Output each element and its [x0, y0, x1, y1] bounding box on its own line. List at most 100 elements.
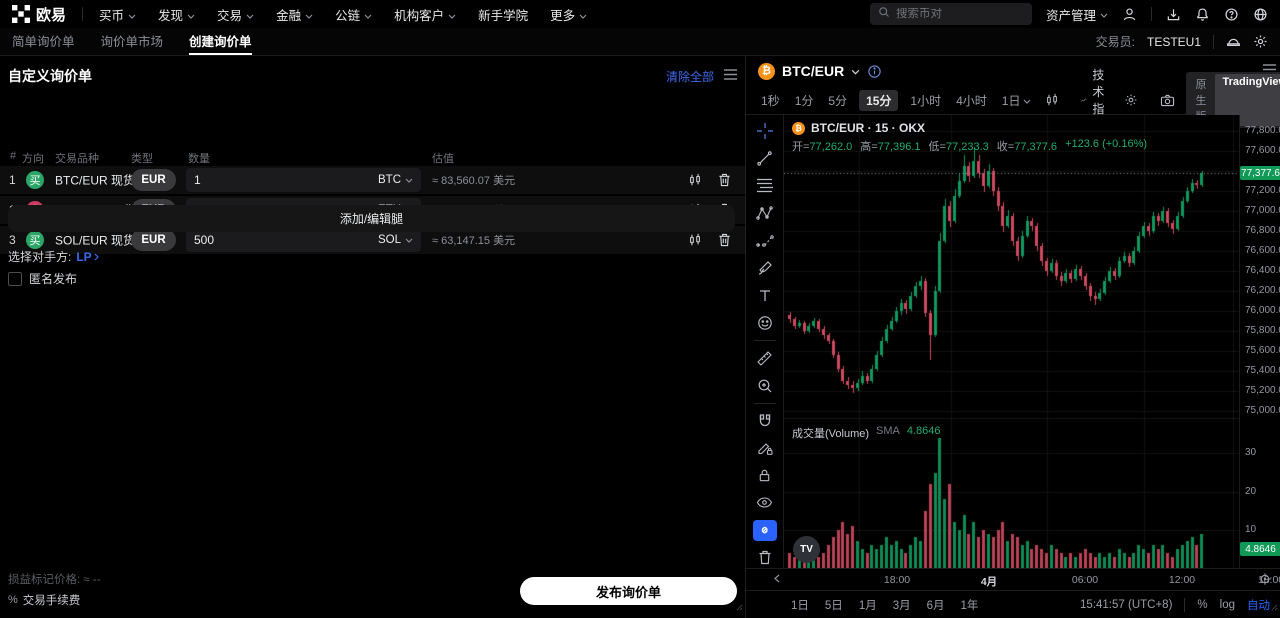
menu-label: 金融: [276, 8, 302, 23]
tab-创建询价单[interactable]: 创建询价单: [189, 28, 252, 55]
okx-logo[interactable]: 欧易: [12, 4, 66, 25]
price-chart-canvas[interactable]: [784, 115, 1239, 568]
ohlc-value: 77,377.6: [1014, 141, 1058, 153]
menu-item-金融[interactable]: 金融: [276, 5, 313, 24]
range-5日[interactable]: 5日: [824, 599, 843, 612]
timeframe-15分[interactable]: 15分: [859, 89, 899, 111]
auto-scale-button[interactable]: 自动: [1247, 599, 1270, 612]
magnet-tool-icon[interactable]: [753, 411, 777, 431]
timeframe-5分[interactable]: 5分: [825, 90, 850, 111]
gear-icon[interactable]: [1253, 34, 1268, 49]
price-axis-label: 76,200.0: [1245, 284, 1280, 296]
publish-rfq-button[interactable]: 发布询价单: [520, 577, 737, 605]
volume-legend: 成交量(Volume) SMA 4.8646: [792, 425, 941, 440]
brush-tool-icon[interactable]: [753, 258, 777, 278]
currency-select[interactable]: BTC: [378, 174, 413, 186]
tradingview-logo[interactable]: TV: [793, 536, 820, 563]
helmet-icon[interactable]: [1226, 34, 1241, 49]
type-pill[interactable]: EUR: [131, 169, 176, 191]
timeframe-1分[interactable]: 1分: [792, 90, 817, 111]
time-axis-label: 4月: [980, 576, 998, 588]
menu-item-机构客户[interactable]: 机构客户: [394, 5, 456, 24]
counterparty-link[interactable]: LP: [76, 250, 99, 264]
add-edit-legs-button[interactable]: 添加/编辑腿: [8, 205, 735, 232]
price-axis-label: 77,000.0: [1245, 204, 1280, 216]
resize-corner-icon[interactable]: [1271, 598, 1278, 616]
timeframe-1秒[interactable]: 1秒: [758, 90, 783, 111]
time-axis[interactable]: 18:00 4月 06:00 12:00 18:00: [746, 568, 1280, 590]
anonymous-checkbox[interactable]: [8, 271, 22, 286]
trend-line-tool-icon[interactable]: [753, 148, 777, 168]
assets-label: 资产管理: [1045, 8, 1096, 23]
zoom-in-tool-icon[interactable]: [753, 375, 777, 395]
search-box[interactable]: [869, 3, 1032, 25]
globe-icon[interactable]: [1253, 7, 1268, 22]
menu-label: 发现: [158, 8, 184, 23]
range-6月[interactable]: 6月: [926, 599, 945, 612]
assets-menu[interactable]: 资产管理: [1046, 5, 1108, 24]
type-pill[interactable]: EUR: [131, 229, 176, 251]
menu-item-交易[interactable]: 交易: [217, 5, 254, 24]
menu-item-公链[interactable]: 公链: [335, 5, 372, 24]
text-tool-icon[interactable]: [753, 285, 777, 305]
crosshair-tool-icon[interactable]: [753, 121, 777, 141]
currency-select[interactable]: SOL: [378, 234, 413, 246]
hide-tool-icon[interactable]: [753, 493, 777, 513]
bell-icon[interactable]: [1195, 7, 1210, 22]
menu-item-新手学院[interactable]: 新手学院: [478, 5, 528, 24]
menu-item-买币[interactable]: 买币: [99, 5, 136, 24]
candle-style-icon[interactable]: [1045, 93, 1059, 107]
clock[interactable]: 15:41:57 (UTC+8): [1080, 598, 1173, 611]
ruler-tool-icon[interactable]: [753, 348, 777, 368]
chevron-down-icon[interactable]: [851, 62, 860, 80]
user-icon[interactable]: [1122, 7, 1137, 22]
delete-leg-icon[interactable]: [718, 173, 731, 187]
pnl-mark-price: 损益标记价格: ≈ --: [8, 574, 101, 586]
ohlc-label: 低=: [928, 141, 946, 153]
range-1日[interactable]: 1日: [791, 599, 809, 612]
resize-corner-icon[interactable]: [736, 598, 743, 616]
menu-item-发现[interactable]: 发现: [158, 5, 195, 24]
timeframe-4小时[interactable]: 4小时: [953, 90, 990, 111]
timeframe-1日[interactable]: 1日: [999, 90, 1035, 111]
link-tool-icon[interactable]: [752, 520, 777, 541]
view-chart-icon[interactable]: [688, 233, 702, 247]
chart-settings-icon[interactable]: [1124, 93, 1138, 107]
fee-row[interactable]: % 交易手续费: [8, 592, 101, 608]
timeframe-1小时[interactable]: 1小时: [907, 90, 944, 111]
view-chart-icon[interactable]: [688, 173, 702, 187]
tab-简单询价单[interactable]: 简单询价单: [12, 35, 75, 49]
search-input[interactable]: [895, 8, 1024, 20]
help-icon[interactable]: [1224, 7, 1239, 22]
xabcd-pattern-tool-icon[interactable]: [753, 203, 777, 223]
price-axis[interactable]: 77,800.0 77,600.0 77,200.0 77,000.0 76,800.0…: [1239, 115, 1280, 568]
fib-retracement-tool-icon[interactable]: [753, 176, 777, 196]
chart-symbol[interactable]: BTC/EUR: [782, 63, 845, 79]
range-1年[interactable]: 1年: [960, 599, 979, 612]
edit-lock-tool-icon[interactable]: [753, 438, 777, 458]
tab-询价单市场[interactable]: 询价单市场: [100, 35, 164, 49]
download-icon[interactable]: [1166, 7, 1181, 22]
range-3月[interactable]: 3月: [892, 599, 911, 612]
info-icon[interactable]: [867, 64, 882, 79]
scroll-left-icon[interactable]: [774, 574, 780, 586]
delete-tool-icon[interactable]: [753, 548, 777, 568]
row-actions: [688, 173, 731, 187]
lock-tool-icon[interactable]: [753, 465, 777, 485]
camera-icon[interactable]: [1160, 94, 1175, 107]
amount-input[interactable]: [194, 233, 378, 247]
emoji-tool-icon[interactable]: [753, 313, 777, 333]
log-scale-button[interactable]: log: [1219, 598, 1235, 611]
go-to-realtime-icon[interactable]: [1253, 572, 1272, 589]
timeframe-label: 1日: [1001, 93, 1021, 108]
percent-scale-button[interactable]: %: [1197, 598, 1208, 611]
panel-menu-icon[interactable]: [724, 67, 737, 85]
leg-index: 1: [9, 173, 16, 187]
direction-badge-buy: 买: [26, 231, 44, 249]
clear-all-link[interactable]: 清除全部: [665, 69, 714, 84]
delete-leg-icon[interactable]: [718, 233, 731, 247]
amount-input[interactable]: [194, 173, 378, 187]
range-1月[interactable]: 1月: [858, 599, 877, 612]
forecast-tool-icon[interactable]: [753, 231, 777, 251]
menu-item-更多[interactable]: 更多: [550, 5, 587, 24]
